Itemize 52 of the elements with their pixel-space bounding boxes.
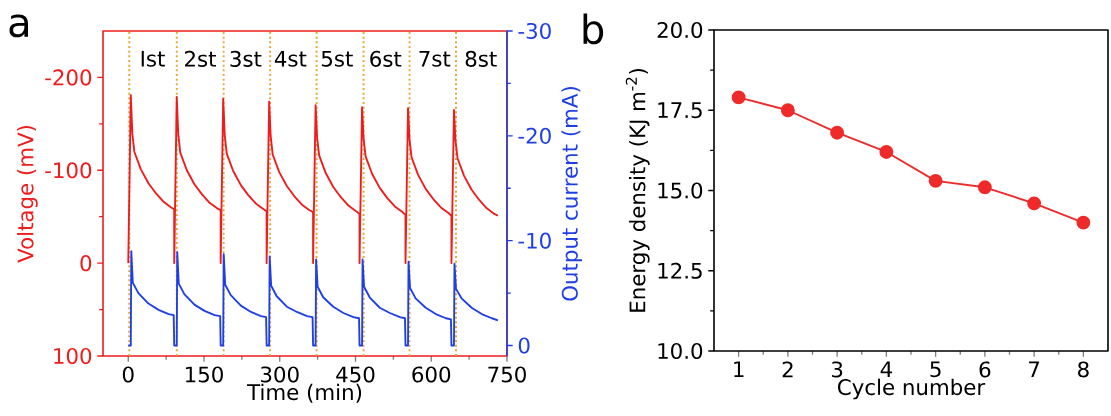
point [928,173,943,188]
x-tick-label: 750 [488,366,526,383]
y-axis-title: Voltage (mV) [17,125,38,263]
x-axis-title: Cycle number [838,378,986,400]
point [780,103,795,118]
x-tick-label: 4 [880,361,892,377]
y2-axis-title: Output current (mA) [561,87,583,301]
line-series [127,94,499,265]
chart-title: b [583,13,604,45]
x-tick-label: 8 [1078,361,1089,378]
x-tick-label: 3 [831,361,843,378]
x-tick-label: 2 [782,361,793,378]
x-tick-label: 450 [336,366,375,383]
annotation: 2st [185,50,216,67]
annotation: Ist [141,50,165,67]
x-tick-label: 1 [734,361,744,377]
x-tick-label: 5 [930,361,941,378]
point [977,180,992,195]
y2-tick-label: -20 [518,127,551,144]
y2-tick-label: -30 [518,22,551,40]
x-tick-label: 300 [261,366,299,383]
annotation: 6st [370,50,402,67]
x-tick-label: 0 [122,366,134,383]
annotation: 4st [274,50,307,67]
x-tick-label: 150 [185,366,223,383]
y-tick-label: 15.0 [658,182,703,199]
annotation: 5st [321,50,353,67]
point [830,125,845,140]
annotation: 8st [465,50,497,67]
x-tick-label: 7 [1029,361,1040,377]
x-tick-label: 6 [979,361,991,378]
annotation: 7st [419,50,451,67]
y-tick-label: 0 [80,255,92,272]
y2-tick-label: -10 [518,232,551,249]
point [879,145,894,159]
point [731,90,746,105]
y-tick-label: 100 [54,347,92,365]
y2-tick-label: 0 [518,337,530,354]
point [1076,215,1091,230]
point [1027,196,1042,211]
x-axis-title: Time (min) [247,383,362,403]
y-tick-label: -100 [45,162,92,179]
y-tick-label: 17.5 [658,102,702,119]
line-series [127,250,499,347]
chart-title: a [9,14,29,38]
y-tick-label: 20.0 [657,21,703,39]
y-tick-label: 12.5 [658,262,702,279]
annotation: 3st [230,50,262,67]
x-tick-label: 600 [412,366,451,383]
y-tick-label: -200 [45,69,92,86]
y-tick-label: 10.0 [658,342,703,360]
y-axis-title: Energy density (KJ m$^{-2}$) [625,69,650,312]
